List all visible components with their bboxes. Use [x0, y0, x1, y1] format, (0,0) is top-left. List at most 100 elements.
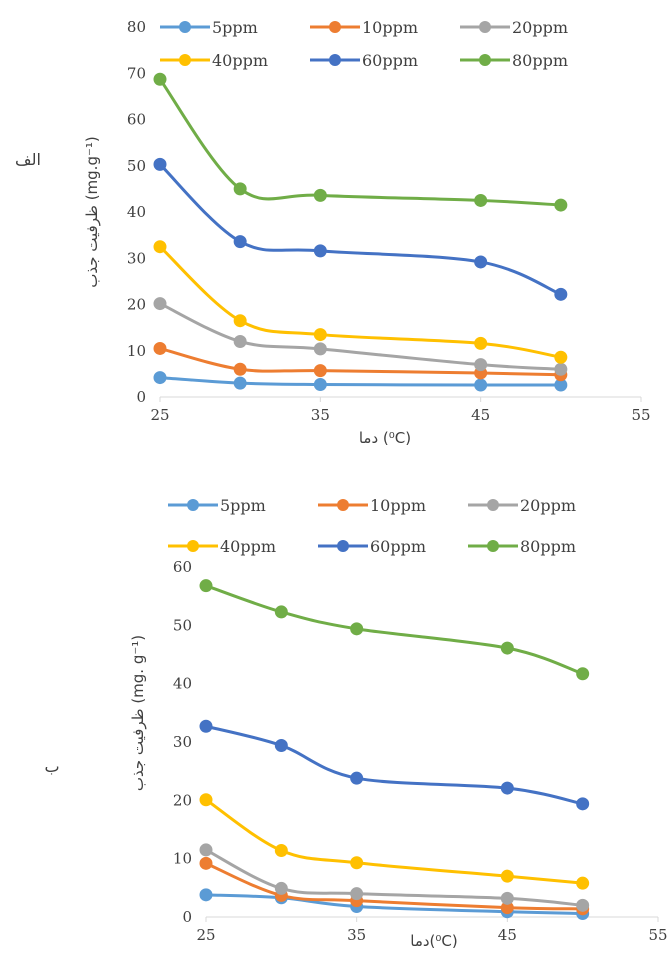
data-point-20ppm: [274, 881, 288, 895]
data-point-60ppm: [233, 235, 247, 249]
data-point-80ppm: [500, 641, 514, 655]
series-line-80ppm: [204, 584, 585, 676]
legend-marker: [479, 54, 491, 66]
data-point-20ppm: [153, 297, 167, 311]
y-axis-title-1: ظرفیت جذب (mg.g⁻¹): [83, 136, 101, 288]
legend-label: 60ppm: [362, 51, 418, 70]
series-line-5ppm: [204, 893, 585, 915]
y-tick-label: 70: [127, 64, 146, 82]
legend-label: 40ppm: [212, 51, 268, 70]
legend-label: 10ppm: [362, 18, 418, 37]
data-point-20ppm: [350, 887, 364, 901]
legend-item-5ppm: 5ppm: [160, 18, 258, 37]
data-point-80ppm: [474, 193, 488, 207]
series-line-80ppm: [158, 77, 563, 207]
data-point-40ppm: [474, 336, 488, 350]
data-point-10ppm: [199, 856, 213, 870]
data-point-20ppm: [554, 362, 568, 376]
legend-item-40ppm: 40ppm: [160, 51, 268, 70]
y-tick-label: 20: [173, 791, 192, 809]
data-point-20ppm: [313, 342, 327, 356]
data-point-40ppm: [313, 328, 327, 342]
panel-label-1: الف: [15, 150, 41, 169]
series-line-40ppm: [158, 245, 563, 359]
data-point-80ppm: [274, 605, 288, 619]
y-tick-label: 60: [173, 558, 192, 576]
data-point-20ppm: [500, 891, 514, 905]
data-point-80ppm: [576, 667, 590, 681]
data-point-20ppm: [474, 358, 488, 372]
data-point-60ppm: [554, 287, 568, 301]
legend-marker: [187, 499, 199, 511]
legend-label: 20ppm: [520, 496, 576, 515]
data-point-40ppm: [274, 844, 288, 857]
x-axis-title-1: دما (⁰C): [359, 429, 411, 447]
x-tick-label: 25: [150, 406, 169, 424]
x-tick-label: 45: [498, 926, 517, 944]
data-point-60ppm: [313, 244, 327, 258]
y-tick-label: 10: [127, 342, 146, 360]
legend-label: 20ppm: [512, 18, 568, 37]
y-tick-label: 0: [136, 388, 146, 406]
data-point-40ppm: [153, 240, 167, 254]
data-point-10ppm: [233, 362, 247, 376]
legend-label: 5ppm: [220, 496, 266, 515]
legend-marker: [329, 21, 341, 33]
legend-item-5ppm: 5ppm: [168, 496, 266, 515]
legend-item-60ppm: 60ppm: [310, 51, 418, 70]
data-point-5ppm: [233, 376, 247, 390]
legend-item-80ppm: 80ppm: [460, 51, 568, 70]
data-point-40ppm: [350, 856, 364, 870]
data-point-40ppm: [199, 793, 213, 807]
x-axis-title-2: دما(⁰C): [410, 932, 458, 950]
panel-label-2: ب: [44, 757, 59, 776]
y-tick-label: 20: [127, 296, 146, 314]
legend-label: 5ppm: [212, 18, 258, 37]
data-point-80ppm: [313, 188, 327, 202]
series-line-60ppm: [158, 162, 563, 296]
y-tick-label: 80: [127, 18, 146, 36]
data-point-80ppm: [153, 72, 167, 86]
legend-item-20ppm: 20ppm: [468, 496, 576, 515]
plot-area-2: 0 10 20 30 40 50 60 25 35 45 55 5ppm 10ppm 20ppm 40ppm…: [168, 496, 668, 944]
data-point-20ppm: [576, 898, 590, 912]
y-tick-label: 30: [127, 249, 146, 267]
legend-marker: [487, 499, 499, 511]
data-point-80ppm: [350, 622, 364, 636]
series-line-5ppm: [158, 376, 563, 387]
data-point-5ppm: [153, 371, 167, 385]
data-point-10ppm: [153, 341, 167, 355]
legend-marker: [329, 54, 341, 66]
data-point-60ppm: [350, 771, 364, 785]
x-tick-label: 25: [196, 926, 215, 944]
x-tick-label: 55: [648, 926, 667, 944]
data-point-40ppm: [554, 350, 568, 364]
legend-marker: [479, 21, 491, 33]
y-tick-label: 0: [182, 908, 192, 926]
series-line-40ppm: [204, 798, 585, 885]
data-point-80ppm: [554, 198, 568, 212]
legend-marker: [179, 54, 191, 66]
data-point-40ppm: [576, 876, 590, 890]
legend-marker: [337, 540, 349, 552]
legend-item-10ppm: 10ppm: [310, 18, 418, 37]
chart-panel-2: 0 10 20 30 40 50 60 25 35 45 55 5ppm 10ppm 20ppm 40ppm…: [44, 496, 667, 950]
legend-item-40ppm: 40ppm: [168, 537, 276, 556]
data-point-60ppm: [576, 797, 590, 811]
data-point-40ppm: [233, 314, 247, 328]
series-line-60ppm: [204, 724, 585, 806]
chart-panel-1: 0 10 20 30 40 50 60 70 80 25 35 45 55 5ppm 10ppm 20ppm 4…: [15, 18, 650, 447]
data-point-20ppm: [199, 843, 213, 857]
x-tick-label: 35: [347, 926, 366, 944]
data-point-80ppm: [199, 579, 213, 593]
data-point-60ppm: [274, 739, 288, 752]
x-tick-label: 45: [471, 406, 490, 424]
plot-area-1: 0 10 20 30 40 50 60 70 80 25 35 45 55 5ppm 10ppm 20ppm 4…: [127, 18, 651, 424]
y-tick-label: 60: [127, 111, 146, 129]
data-point-40ppm: [500, 869, 514, 883]
legend-label: 10ppm: [370, 496, 426, 515]
y-tick-label: 40: [127, 203, 146, 221]
x-tick-label: 35: [311, 406, 330, 424]
data-point-20ppm: [233, 335, 247, 348]
